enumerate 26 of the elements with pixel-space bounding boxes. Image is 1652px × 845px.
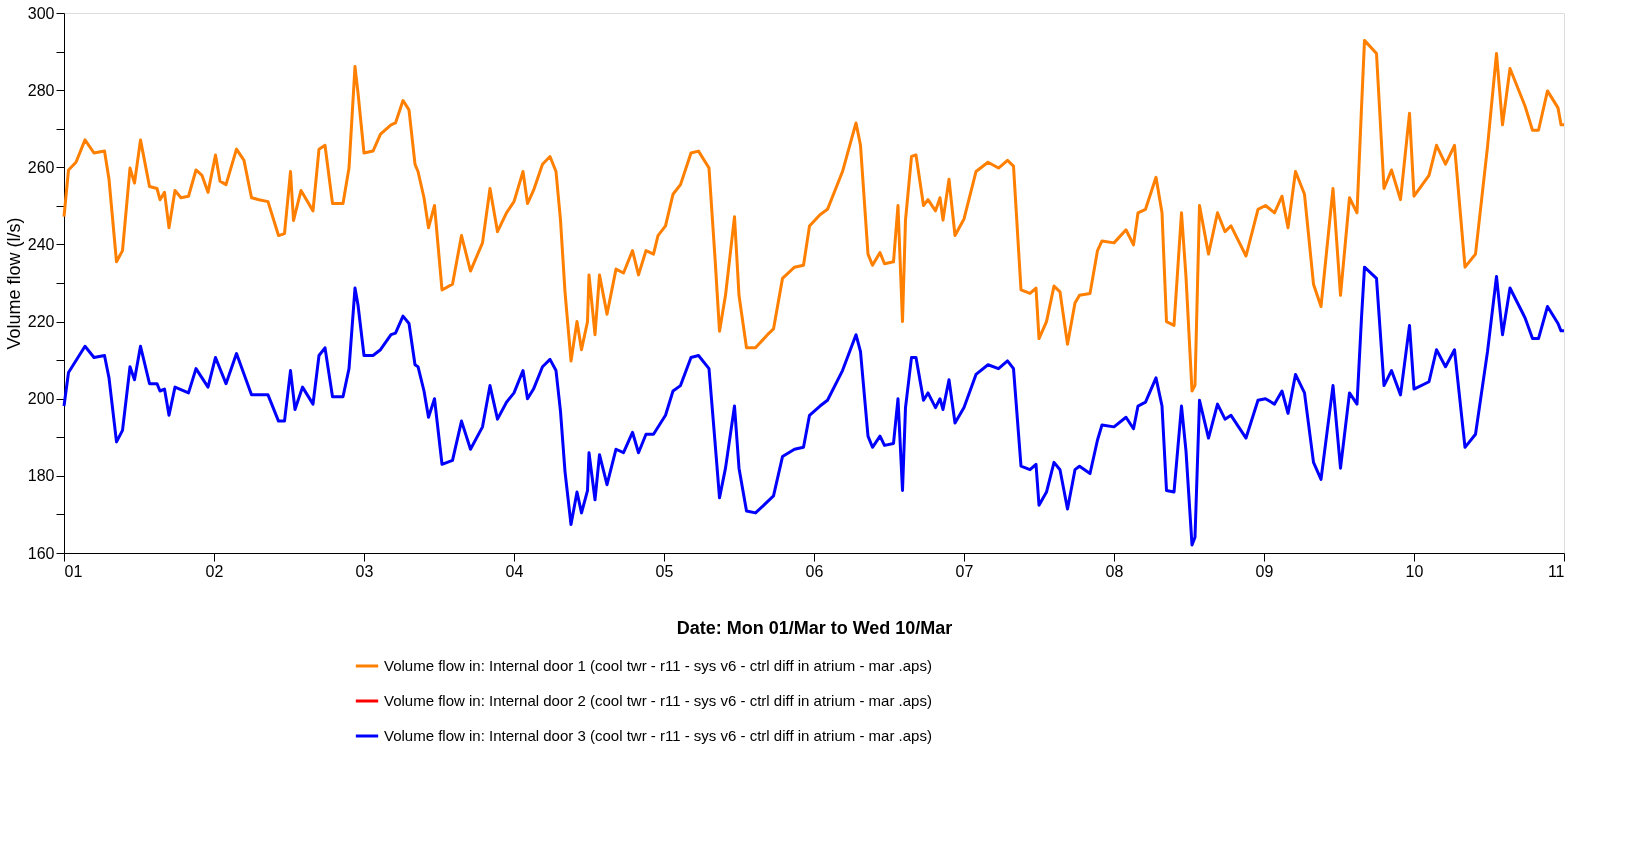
x-tick-label: 01 (64, 562, 83, 580)
y-tick-label: 260 (27, 158, 55, 176)
x-tick-label: 02 (205, 562, 224, 580)
x-tick-label: 06 (805, 562, 824, 580)
x-tick-label: 04 (505, 562, 524, 580)
line-series (62, 38, 1566, 393)
y-tick-label: 220 (27, 313, 55, 331)
line-series (62, 265, 1566, 547)
y-tick-label: 280 (27, 81, 55, 99)
x-axis-title: Date: Mon 01/Mar to Wed 10/Mar (676, 617, 953, 638)
x-tick-label: 07 (955, 562, 974, 580)
legend-label: Volume flow in: Internal door 1 (cool twr - r11 - sys v6 - ctrl diff in atrium - mar .aps) (384, 657, 932, 674)
y-tick-label: 300 (27, 4, 55, 22)
legend-label: Volume flow in: Internal door 2 (cool twr - r11 - sys v6 - ctrl diff in atrium - mar .aps) (384, 692, 932, 709)
x-tick-label: 03 (355, 562, 374, 580)
x-tick-label: 08 (1105, 562, 1124, 580)
y-tick-label: 240 (27, 235, 55, 253)
legend-label: Volume flow in: Internal door 3 (cool twr - r11 - sys v6 - ctrl diff in atrium - mar .aps) (384, 727, 932, 744)
x-tick-label: 10 (1405, 562, 1424, 580)
x-tick-label: 05 (655, 562, 674, 580)
y-tick-label: 200 (27, 390, 55, 408)
x-tick-label: 11 (1547, 562, 1565, 580)
y-tick-label: 180 (27, 467, 55, 485)
x-tick-label: 09 (1255, 562, 1274, 580)
y-axis-title: Volume flow (l/s) (3, 217, 24, 350)
y-tick-label: 160 (27, 544, 55, 562)
